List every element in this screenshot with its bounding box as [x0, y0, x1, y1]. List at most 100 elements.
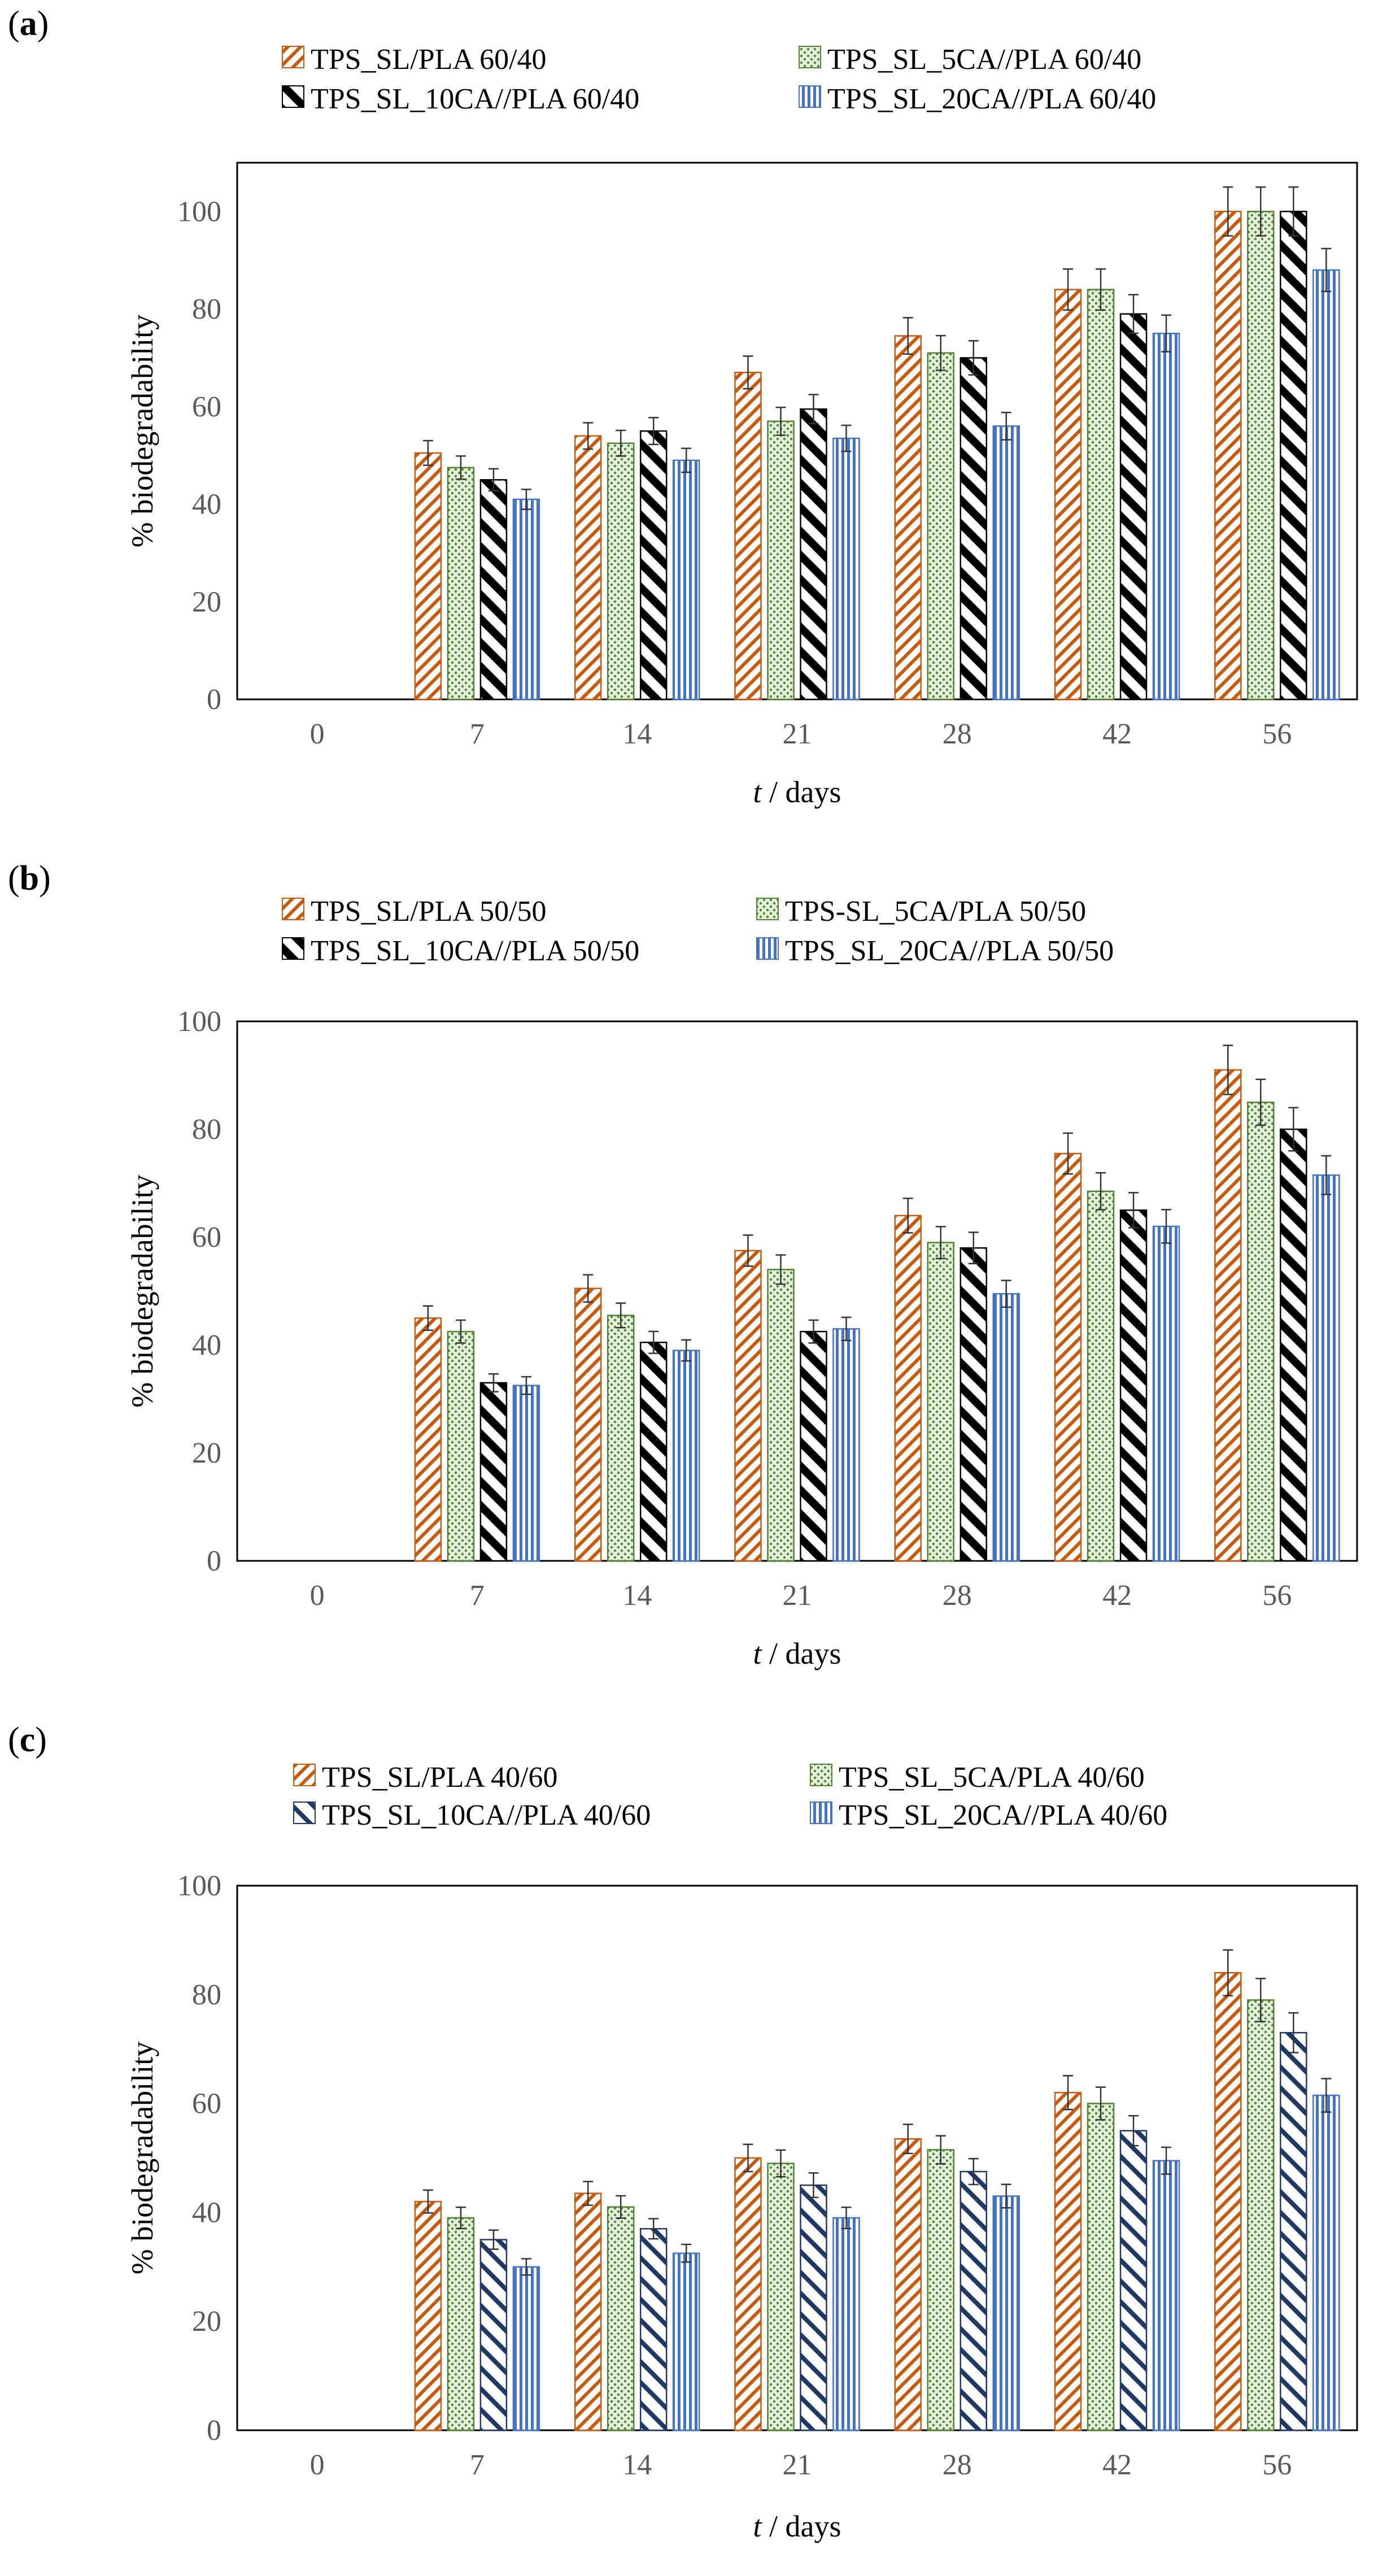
x-axis-title: t / days — [753, 2509, 841, 2543]
legend-swatch — [282, 937, 304, 960]
x-tick-label: 56 — [1262, 1579, 1292, 1612]
bar — [800, 2184, 827, 2431]
y-tick-label: 60 — [192, 391, 221, 423]
legend-entry: TPS_SL_10CA//PLA 50/50 — [311, 935, 639, 967]
legend-entry: TPS-SL_5CA/PLA 50/50 — [785, 895, 1086, 928]
x-tick-label: 14 — [622, 1579, 652, 1612]
bar — [1214, 1972, 1242, 2431]
bar — [447, 2217, 475, 2431]
bar — [1247, 211, 1275, 700]
y-tick-label: 100 — [177, 195, 221, 228]
legend-entry: TPS_SL/PLA 40/60 — [322, 1761, 558, 1794]
legend-swatch — [810, 1764, 832, 1786]
bar — [414, 452, 442, 700]
y-tick-label: 20 — [192, 586, 221, 618]
legend-entry: TPS_SL_10CA//PLA 40/60 — [322, 1799, 651, 1831]
x-tick-label: 42 — [1102, 718, 1132, 750]
legend-swatch — [799, 85, 821, 108]
y-tick-label: 40 — [192, 1329, 221, 1361]
bar — [1214, 211, 1242, 700]
y-tick-label: 20 — [192, 1437, 221, 1469]
x-axis-unit: / days — [762, 775, 841, 809]
legend-swatch — [810, 1802, 832, 1824]
bar — [1214, 1069, 1242, 1562]
legend-swatch — [756, 898, 779, 920]
chart-panel-b: (b) TPS_SL/PLA 50/50 TPS-SL_5CA/PLA 50/50 T… — [8, 859, 1358, 1670]
bar — [1119, 1209, 1148, 1562]
bar — [832, 1328, 860, 1562]
bar — [1054, 289, 1082, 700]
bar — [1054, 1152, 1082, 1562]
x-axis-title: t / days — [753, 1637, 841, 1670]
bar — [927, 1242, 955, 1562]
bar — [414, 1317, 442, 1562]
bar — [479, 1382, 508, 1562]
legend-swatch — [282, 85, 304, 108]
bar — [607, 2206, 635, 2431]
x-tick-label: 7 — [470, 718, 485, 750]
bar — [639, 2228, 668, 2431]
legend-entry: TPS_SL/PLA 50/50 — [311, 895, 547, 928]
plot-area — [236, 1885, 1358, 2431]
bar — [894, 1215, 922, 1562]
y-tick-label: 0 — [207, 1545, 221, 1577]
bar — [1312, 1174, 1340, 1562]
plot-area — [236, 162, 1358, 700]
bar — [1280, 2032, 1307, 2431]
x-axis-unit: / days — [762, 2509, 841, 2543]
bar — [734, 2157, 762, 2431]
x-tick-label: 42 — [1102, 1579, 1132, 1612]
y-tick-label: 80 — [192, 1979, 221, 2011]
bar — [512, 1385, 540, 1562]
bar — [832, 437, 860, 700]
panel-letter: b — [20, 859, 39, 898]
x-axis-unit: / days — [762, 1637, 841, 1670]
legend-swatch — [293, 1802, 316, 1824]
bar — [639, 1341, 668, 1562]
y-tick-label: 20 — [192, 2305, 221, 2338]
y-tick-label: 40 — [192, 2196, 221, 2229]
bar — [734, 1250, 762, 1562]
bar — [1152, 1225, 1180, 1562]
bar — [1087, 1190, 1115, 1562]
bar — [479, 479, 508, 700]
x-tick-label: 28 — [943, 1579, 972, 1612]
bar — [767, 420, 795, 700]
bar — [1280, 1128, 1307, 1562]
x-tick-label: 0 — [310, 1579, 325, 1612]
legend-swatch — [282, 46, 304, 68]
panel-letter: a — [20, 5, 37, 43]
bar — [512, 498, 540, 700]
panel-label: (c) — [8, 1721, 47, 1759]
bar — [1280, 211, 1307, 700]
x-tick-label: 21 — [783, 1579, 812, 1612]
bar — [479, 2239, 508, 2431]
bar — [574, 1287, 602, 1562]
bar — [574, 435, 602, 700]
legend-swatch — [282, 898, 304, 920]
bar — [927, 2149, 955, 2431]
bar — [992, 1293, 1020, 1562]
legend-swatch — [756, 937, 779, 960]
x-axis-variable: t — [753, 1637, 762, 1670]
panel-letter: c — [20, 1721, 36, 1759]
legend-entry: TPS_SL_10CA//PLA 60/40 — [311, 83, 639, 115]
x-tick-label: 0 — [310, 718, 325, 750]
bar — [672, 2252, 700, 2431]
bar — [1312, 2094, 1340, 2431]
x-tick-label: 56 — [1262, 2449, 1292, 2481]
bar — [992, 2195, 1020, 2431]
bar — [959, 1247, 988, 1562]
bar — [992, 425, 1020, 700]
legend-entry: TPS_SL_20CA//PLA 50/50 — [785, 935, 1114, 967]
y-axis-title: % biodegradability — [125, 1174, 159, 1407]
bar — [894, 2138, 922, 2431]
y-tick-label: 0 — [207, 684, 221, 716]
y-tick-label: 40 — [192, 489, 221, 521]
chart-panel-a: (a) TPS_SL/PLA 60/40 TPS_SL_5CA//PLA 60/40… — [8, 5, 1358, 809]
bar — [1247, 1999, 1275, 2431]
bar — [767, 2162, 795, 2431]
y-tick-label: 60 — [192, 1221, 221, 1254]
x-axis-title: t / days — [753, 775, 841, 809]
